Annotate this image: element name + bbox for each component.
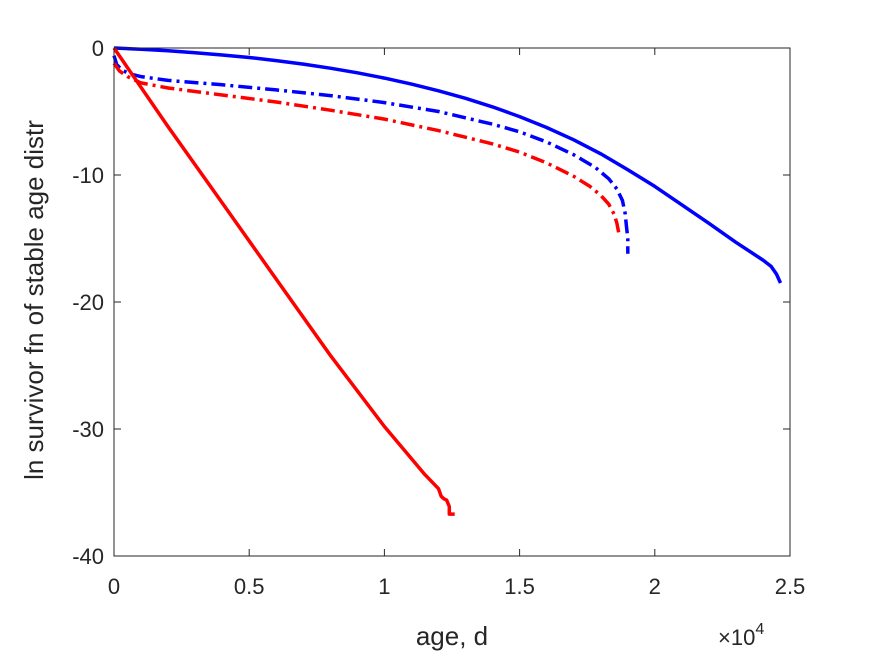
x-axis-exponent-base: ×10	[718, 625, 755, 650]
x-tick-label: 1.5	[504, 574, 535, 599]
x-axis-ticks: 0 0.5 1 1.5 2 2.5	[108, 48, 805, 599]
x-tick-label: 0.5	[234, 574, 265, 599]
x-tick-label: 1	[378, 574, 390, 599]
y-tick-label: -30	[72, 417, 104, 442]
x-axis-exponent: ×104	[718, 621, 764, 650]
series-layer	[112, 46, 783, 516]
x-tick-label: 2	[649, 574, 661, 599]
x-axis-exponent-power: 4	[755, 621, 764, 638]
y-axis-ticks: 0 -10 -20 -30 -40	[72, 36, 790, 569]
series-line-1	[113, 46, 783, 284]
series-line-2	[112, 55, 630, 254]
series-line-3	[112, 62, 622, 238]
y-tick-label: -40	[72, 544, 104, 569]
x-axis-label: age, d	[416, 621, 488, 651]
plot-area	[114, 48, 790, 556]
x-tick-label: 0	[108, 574, 120, 599]
series-line-4	[112, 47, 455, 516]
y-tick-label: -20	[72, 290, 104, 315]
y-tick-label: 0	[92, 36, 104, 61]
y-axis-label: ln survivor fn of stable age distr	[19, 120, 49, 480]
y-tick-label: -10	[72, 163, 104, 188]
x-tick-label: 2.5	[775, 574, 806, 599]
